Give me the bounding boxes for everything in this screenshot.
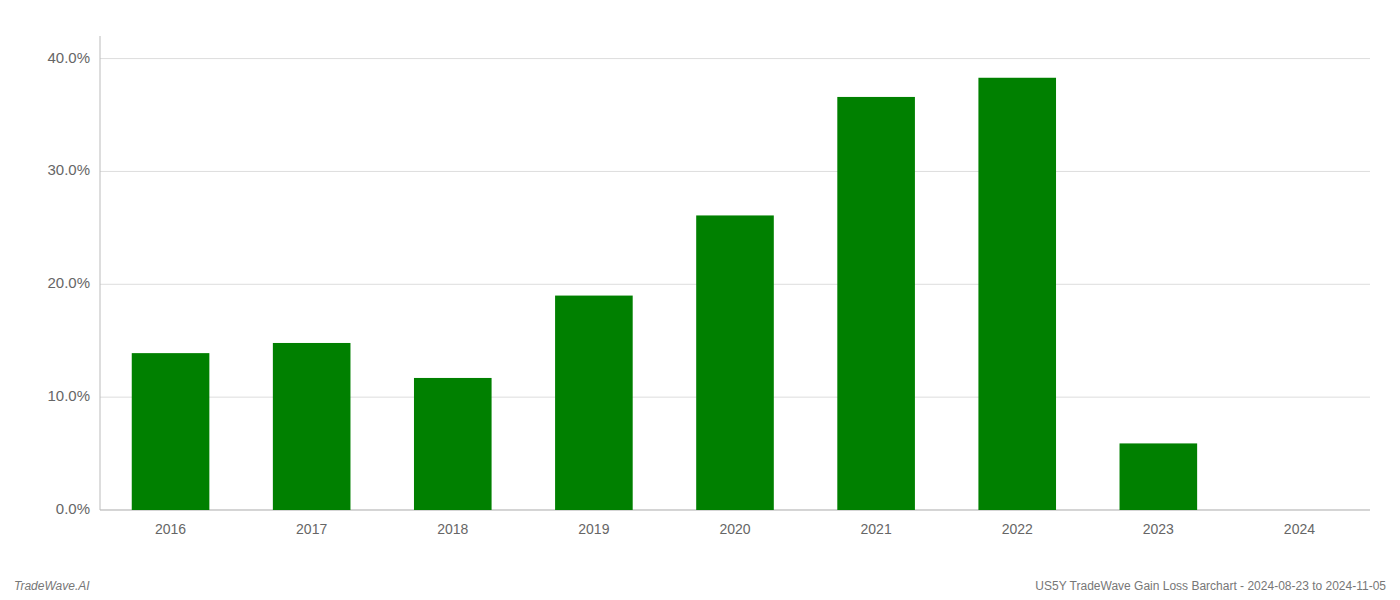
grid-line — [100, 58, 1370, 59]
x-tick-label: 2024 — [1284, 521, 1315, 537]
bar — [978, 78, 1056, 510]
x-tick-label: 2020 — [719, 521, 750, 537]
y-tick-label: 20.0% — [47, 274, 90, 291]
y-tick-label: 40.0% — [47, 49, 90, 66]
x-tick-label: 2019 — [578, 521, 609, 537]
footer-right: US5Y TradeWave Gain Loss Barchart - 2024… — [1035, 579, 1386, 593]
bar — [555, 296, 633, 510]
bar — [696, 215, 774, 510]
bar — [414, 378, 492, 510]
x-tick-label: 2016 — [155, 521, 186, 537]
x-tick-label: 2023 — [1143, 521, 1174, 537]
x-tick-label: 2022 — [1002, 521, 1033, 537]
bar — [837, 97, 915, 510]
y-tick-label: 10.0% — [47, 387, 90, 404]
y-tick-label: 0.0% — [56, 500, 90, 517]
bars — [132, 78, 1197, 510]
bar — [132, 353, 210, 510]
axes: 0.0% 10.0% 20.0% 30.0% 40.0% 2016 2017 2018 2019… — [47, 36, 1370, 537]
chart-container: 0.0% 10.0% 20.0% 30.0% 40.0% 2016 2017 2018 2019… — [0, 0, 1400, 600]
y-tick-label: 30.0% — [47, 161, 90, 178]
chart-svg: 0.0% 10.0% 20.0% 30.0% 40.0% 2016 2017 2018 2019… — [0, 0, 1400, 600]
x-tick-label: 2017 — [296, 521, 327, 537]
x-tick-label: 2021 — [861, 521, 892, 537]
bar — [273, 343, 351, 510]
x-tick-label: 2018 — [437, 521, 468, 537]
grid-line — [100, 171, 1370, 172]
y-axis-line — [100, 36, 101, 510]
bar — [1120, 443, 1198, 510]
footer-left: TradeWave.AI — [14, 579, 90, 593]
bar — [1261, 510, 1339, 511]
grid — [100, 59, 1370, 510]
